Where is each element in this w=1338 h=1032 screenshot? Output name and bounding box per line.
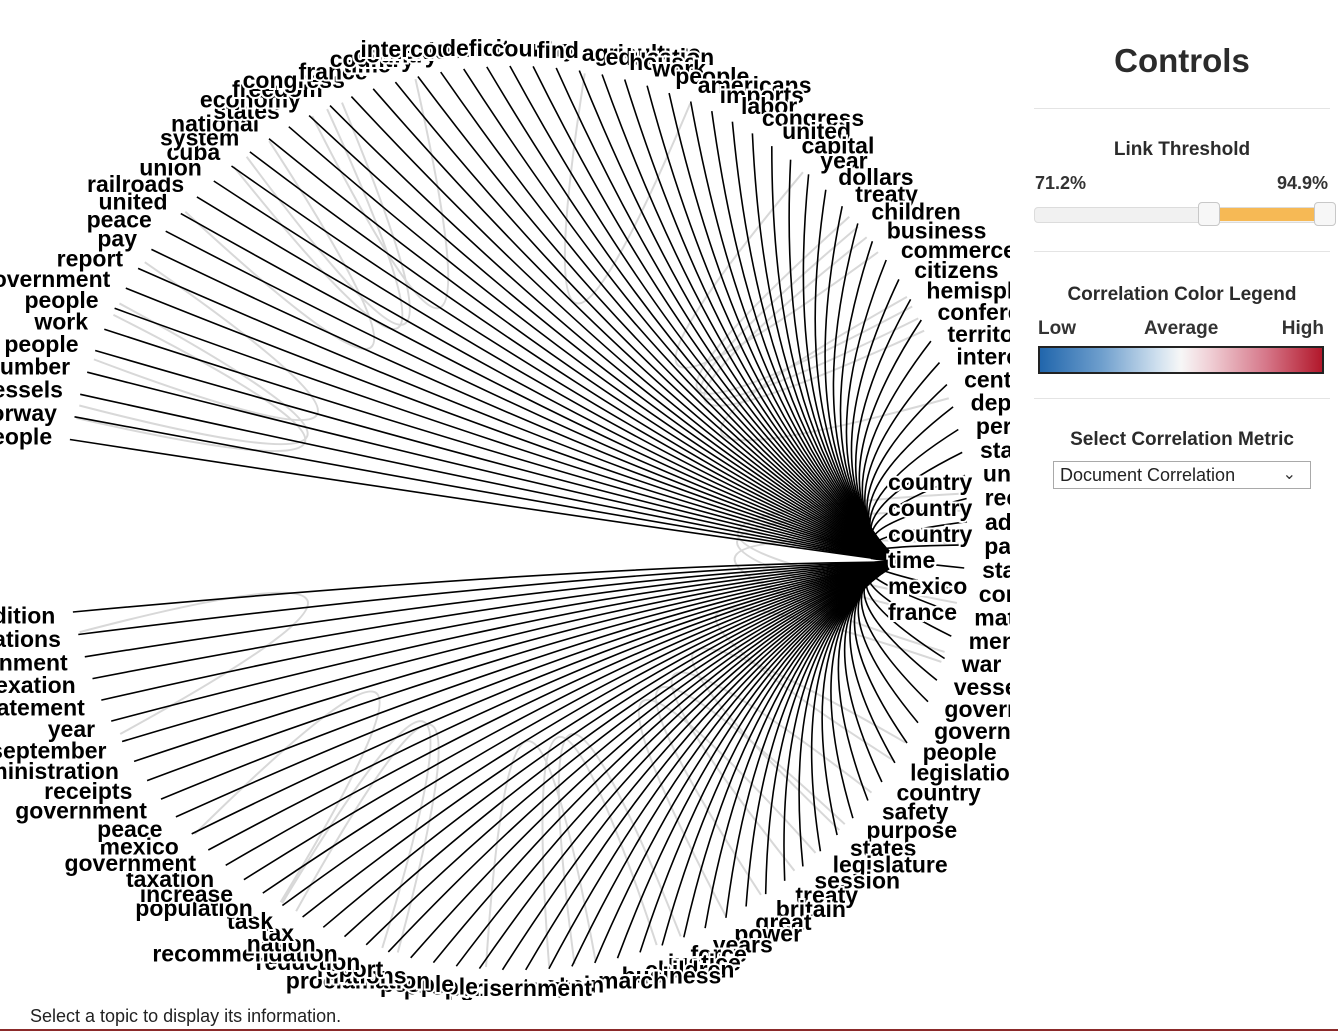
topic-label[interactable]: department [971,390,1010,416]
link-threshold-section: Link Threshold 71.2% 94.9% [1034,109,1330,221]
hub-topic-label[interactable]: country [888,521,973,547]
topic-label[interactable]: states [980,437,1010,463]
ghost-link [486,741,595,967]
topic-label[interactable]: norway [0,400,57,426]
topic-label[interactable]: constitution [979,581,1010,607]
topic-label[interactable]: administration [985,509,1010,535]
threshold-slider[interactable] [1034,202,1330,226]
topic-label[interactable]: relations [0,626,61,652]
legend-low-label: Low [1038,318,1076,340]
hub-topic-label[interactable]: mexico [888,573,967,599]
chord-diagram[interactable]: peoplenorwayvesselsnumberpeopleworkpeopl… [0,0,1010,1000]
topic-label[interactable]: states [982,557,1010,583]
metric-title: Select Correlation Metric [1034,429,1330,451]
metric-section: Select Correlation Metric Document Corre… [1034,399,1330,489]
correlation-gradient-bar [1038,346,1324,374]
controls-panel: Controls Link Threshold 71.2% 94.9% Corr… [1034,0,1330,489]
threshold-low-label: 71.2% [1035,173,1086,194]
legend-labels: Low Average High [1034,318,1330,340]
topic-label[interactable]: people [0,423,52,449]
topic-label[interactable]: century [964,366,1010,392]
link-threshold-title: Link Threshold [1034,139,1330,161]
correlation-link[interactable] [197,197,900,562]
topic-label[interactable]: pacific [984,533,1010,559]
ghost-link [312,79,448,308]
topic-label[interactable]: find [537,37,579,63]
chevron-down-icon: ⌄ [1283,464,1296,484]
topic-label[interactable]: march [598,968,667,994]
metric-selected-value: Document Correlation [1060,465,1235,485]
hub-topic-label[interactable]: country [888,495,973,521]
topic-label[interactable]: vessels [0,376,63,402]
slider-high-handle[interactable] [1314,202,1336,226]
color-legend-section: Correlation Color Legend Low Average Hig… [1034,252,1330,398]
slider-selected-range [1220,208,1318,221]
topic-label[interactable]: annexation [0,672,76,698]
hub-topic-label[interactable]: france [888,599,957,625]
topic-label[interactable]: matter [974,605,1010,631]
topic-label[interactable]: number [0,353,70,379]
ghost-link [559,734,681,964]
bottom-divider [0,1029,1338,1031]
threshold-high-label: 94.9% [1277,173,1328,194]
hub-topic-label[interactable]: country [888,469,973,495]
legend-high-label: High [1282,318,1324,340]
ghost-link [79,303,307,444]
topic-label[interactable]: united [983,461,1010,487]
ghost-link [80,593,308,734]
topic-label[interactable]: people [4,331,78,357]
color-legend-title: Correlation Color Legend [1034,284,1330,306]
status-message: Select a topic to display its informatio… [30,1006,341,1027]
threshold-labels: 71.2% 94.9% [1034,173,1330,197]
topic-label[interactable]: government [0,649,68,675]
correlation-metric-select[interactable]: Document Correlation ⌄ [1053,461,1311,489]
topic-label[interactable]: men [969,628,1010,654]
topic-label[interactable]: statement [0,694,85,720]
topic-network-graph[interactable]: peoplenorwayvesselsnumberpeopleworkpeopl… [0,0,1010,1000]
topic-label[interactable]: condition [0,603,55,629]
slider-low-handle[interactable] [1198,202,1220,226]
controls-title: Controls [1034,0,1330,108]
topic-label[interactable]: recovery [985,485,1010,511]
hub-topic-label[interactable]: time [888,547,935,573]
correlation-link[interactable] [176,562,900,817]
topic-label[interactable]: period [976,413,1010,439]
correlation-links [70,66,967,970]
legend-average-label: Average [1144,318,1218,340]
